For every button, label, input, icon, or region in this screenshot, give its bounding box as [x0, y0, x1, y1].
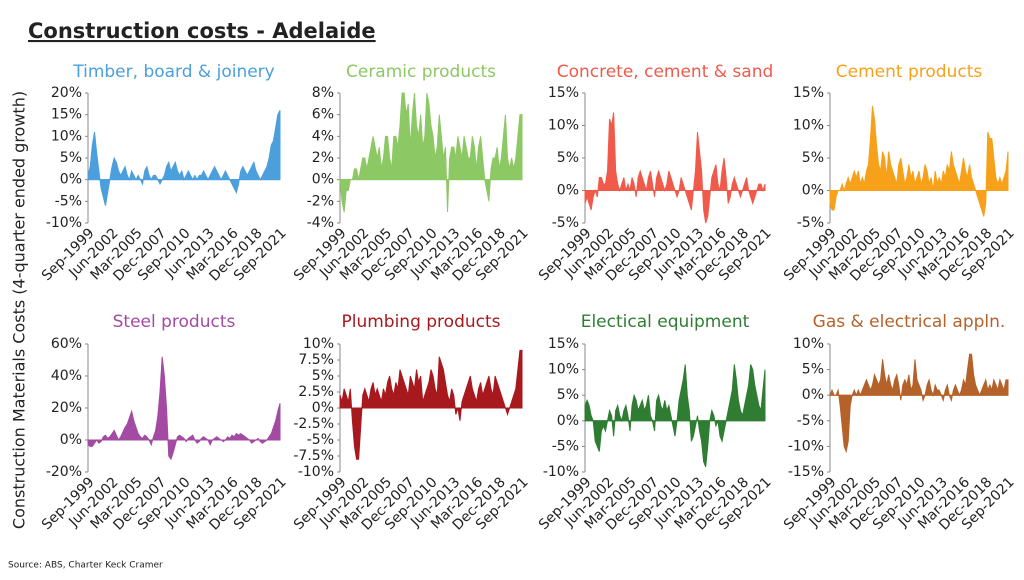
y-tick-label: 15% [51, 107, 82, 123]
source-note: Source: ABS, Charter Keck Cramer [8, 561, 163, 571]
y-tick-label: -5% [307, 432, 334, 448]
y-tick-label: 0% [557, 413, 579, 429]
y-tick-label: -5% [552, 438, 579, 454]
y-tick-label: 6% [312, 107, 334, 123]
y-tick-label: 10% [793, 336, 824, 352]
y-tick-label: 2.5% [298, 384, 334, 400]
y-tick-label: 60% [51, 336, 82, 352]
panel-title: Plumbing products [341, 312, 500, 332]
y-tick-label: 0% [60, 432, 82, 448]
panel-title: Ceramic products [346, 62, 496, 82]
area [829, 105, 1009, 217]
y-tick-label: -5% [55, 193, 82, 209]
panel-title: Cement products [836, 62, 983, 82]
y-tick-label: 0% [312, 172, 334, 188]
y-tick-label: 2% [312, 150, 334, 166]
area [87, 356, 281, 461]
y-tick-label: -7.5% [293, 448, 334, 464]
y-tick-label: -15% [788, 464, 824, 480]
y-tick-label: -2.5% [293, 416, 334, 432]
panel-title: Concrete, cement & sand [557, 62, 774, 82]
y-tick-label: 5% [802, 362, 824, 378]
panel-title: Electical equipment [581, 312, 750, 332]
y-tick-label: -10% [788, 438, 824, 454]
y-tick-label: 15% [548, 85, 579, 101]
y-tick-label: -10% [298, 464, 334, 480]
y-tick-label: 20% [51, 85, 82, 101]
y-tick-label: 5% [802, 150, 824, 166]
y-tick-label: 5% [557, 150, 579, 166]
panel-title: Steel products [113, 312, 236, 332]
area [87, 110, 281, 206]
y-tick-label: 20% [51, 400, 82, 416]
area [339, 92, 523, 213]
y-tick-label: -5% [797, 215, 824, 231]
y-tick-label: 5% [60, 150, 82, 166]
y-tick-label: 5% [312, 368, 334, 384]
y-tick-label: -5% [797, 413, 824, 429]
y-tick-label: 0% [802, 387, 824, 403]
area [584, 112, 766, 224]
y-tick-label: 0% [557, 183, 579, 199]
page-title: Construction costs - Adelaide [28, 19, 376, 43]
area [829, 353, 1009, 454]
area [339, 349, 523, 460]
y-tick-label: -4% [307, 215, 334, 231]
y-tick-label: 10% [548, 362, 579, 378]
y-tick-label: 0% [60, 172, 82, 188]
y-tick-label: -10% [543, 464, 579, 480]
panel-title: Timber, board & joinery [72, 62, 274, 82]
y-tick-label: -10% [46, 215, 82, 231]
y-tick-label: 0% [312, 400, 334, 416]
y-tick-label: 10% [51, 128, 82, 144]
y-tick-label: -2% [307, 193, 334, 209]
y-tick-label: 7.5% [298, 352, 334, 368]
y-tick-label: 40% [51, 368, 82, 384]
y-tick-label: 5% [557, 387, 579, 403]
y-tick-label: 15% [548, 336, 579, 352]
y-tick-label: 10% [548, 118, 579, 134]
y-tick-label: 10% [303, 336, 334, 352]
y-tick-label: -5% [552, 215, 579, 231]
panel-title: Gas & electrical appln. [813, 312, 1006, 332]
y-tick-label: 15% [793, 85, 824, 101]
area [584, 364, 766, 468]
y-axis-label: Construction Materials Costs (4-quarter … [10, 91, 29, 529]
y-tick-label: 4% [312, 128, 334, 144]
y-tick-label: 8% [312, 85, 334, 101]
y-tick-label: -20% [46, 464, 82, 480]
y-tick-label: 0% [802, 183, 824, 199]
y-tick-label: 10% [793, 118, 824, 134]
